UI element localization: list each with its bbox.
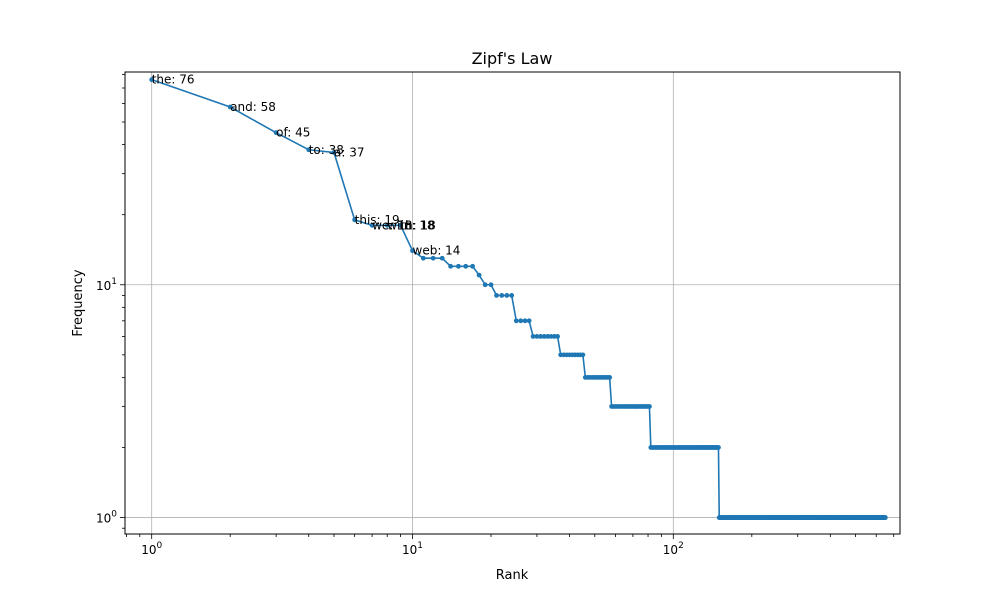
word-annotation: web: 14 <box>413 244 461 258</box>
series-layer <box>149 77 888 520</box>
plot-frame <box>124 71 901 535</box>
word-annotation: this: 19 <box>355 213 400 227</box>
data-point <box>607 375 613 380</box>
data-point <box>430 255 436 261</box>
data-point <box>448 263 454 269</box>
data-point <box>420 255 426 261</box>
data-point <box>456 263 461 269</box>
data-point <box>580 352 586 358</box>
data-point <box>463 263 469 269</box>
data-point <box>522 318 528 324</box>
data-point <box>526 318 532 324</box>
word-annotation: the: 76 <box>152 73 195 87</box>
y-tick-label: 101 <box>96 277 117 293</box>
word-annotation: with: 18 <box>387 218 436 232</box>
data-point <box>410 248 415 254</box>
word-annotation: of: 45 <box>276 126 310 140</box>
data-point <box>369 222 375 228</box>
tick-layer: 100 101 102 100 101 <box>96 74 895 557</box>
data-point <box>534 334 540 339</box>
x-tick-label: 102 <box>663 541 684 557</box>
data-point <box>352 217 358 223</box>
data-point <box>384 222 390 228</box>
data-point <box>470 263 475 269</box>
data-point <box>545 334 551 339</box>
data-point <box>538 334 544 339</box>
data-point <box>499 293 505 298</box>
chart-title: Zipf's Law <box>472 49 553 68</box>
data-point <box>530 334 536 339</box>
data-point <box>882 515 888 520</box>
data-point <box>518 318 524 324</box>
data-point <box>509 293 515 298</box>
data-point <box>541 334 547 339</box>
data-point <box>482 282 488 288</box>
data-point <box>398 222 403 228</box>
data-point <box>273 130 279 136</box>
data-point <box>149 77 155 83</box>
data-point <box>504 293 510 298</box>
data-point <box>548 334 554 339</box>
word-annotation: a: 37 <box>334 145 364 159</box>
x-tick-label: 101 <box>402 541 423 557</box>
x-tick-label: 100 <box>141 541 162 557</box>
data-point <box>488 282 494 288</box>
word-annotation: in: 18 <box>401 218 435 232</box>
data-point <box>227 104 233 110</box>
word-annotation: to: 38 <box>309 143 344 157</box>
x-axis-label: Rank <box>496 568 529 583</box>
y-axis-label: Frequency <box>71 269 86 336</box>
data-point <box>716 445 721 450</box>
data-point <box>647 404 652 409</box>
data-point <box>513 318 519 324</box>
word-annotation: and: 58 <box>230 100 276 114</box>
data-point <box>555 334 560 339</box>
data-point <box>306 147 312 153</box>
data-point <box>476 272 482 278</box>
data-point <box>439 255 445 261</box>
data-point <box>494 293 499 298</box>
word-annotation: we: 18 <box>372 218 412 232</box>
y-tick-label: 100 <box>96 510 117 526</box>
data-point <box>331 150 337 155</box>
